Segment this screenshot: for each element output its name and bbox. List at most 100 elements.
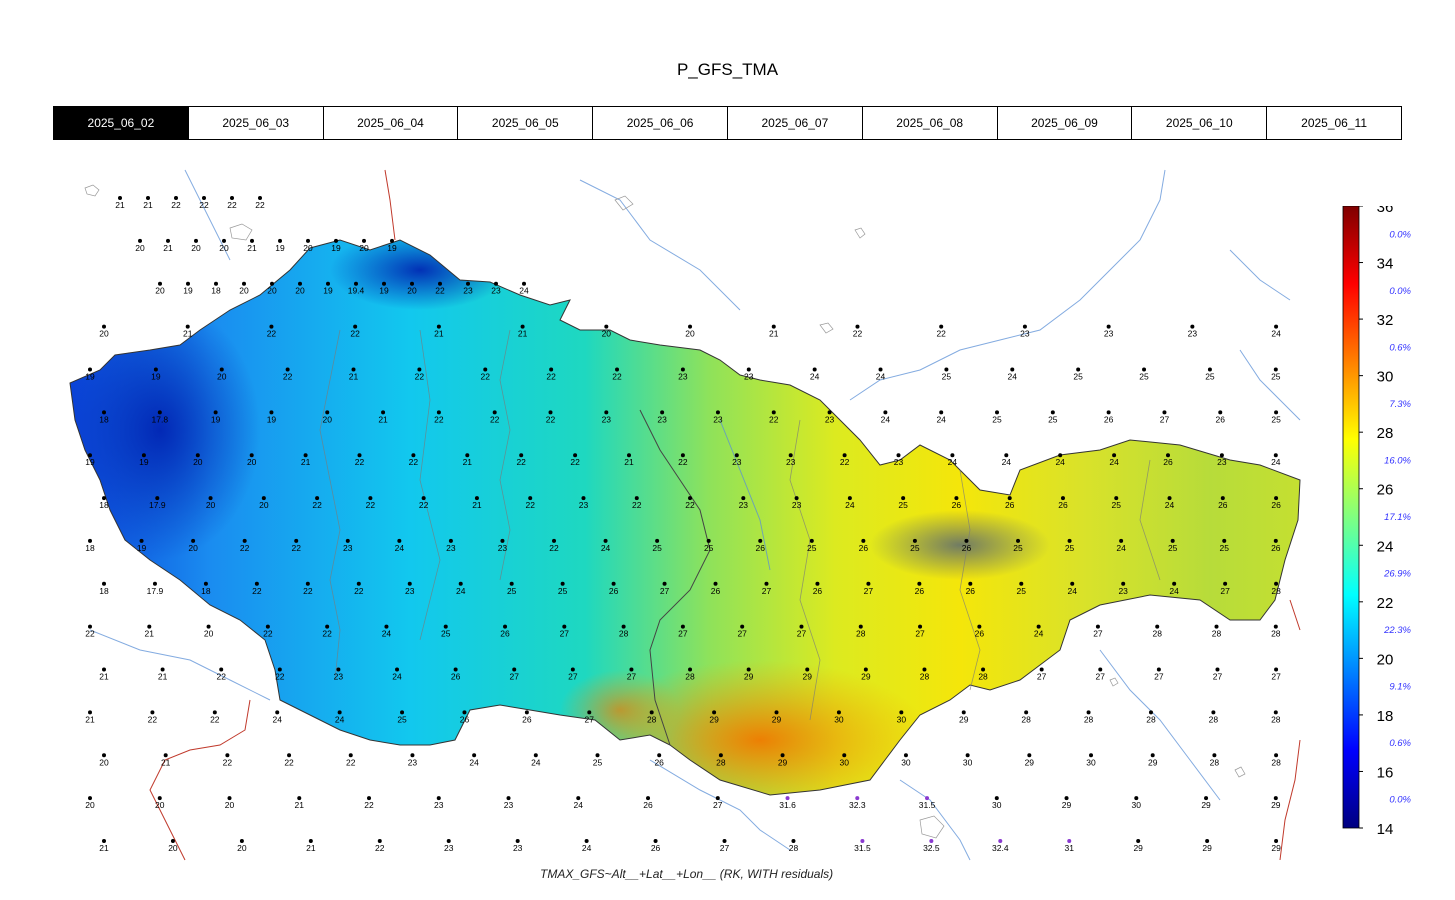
station-marker: 29 [1201,796,1211,810]
station-marker: 22 [283,367,293,381]
station-value: 22 [216,672,226,682]
station-dot [878,367,883,372]
station-dot [348,753,353,758]
station-value: 27 [560,629,570,639]
station-marker: 26 [500,624,510,639]
station-value: 18 [99,500,109,510]
date-tab-2025_06_04[interactable]: 2025_06_04 [323,107,459,139]
station-value: 25 [910,543,920,553]
station-dot [1095,624,1100,629]
legend-percentage: 22.3% [1383,625,1411,636]
station-marker: 29 [772,710,782,724]
station-value: 19 [85,457,95,467]
station-marker: 24 [845,496,855,510]
station-dot [500,538,505,543]
station-marker: 30 [1086,753,1096,767]
station-value: 23 [825,414,835,424]
station-marker: 27 [797,624,806,639]
station-value: 19 [137,543,147,553]
date-tab-2025_06_02[interactable]: 2025_06_02 [54,107,189,139]
station-value: 23 [1104,329,1114,339]
station-value: 24 [1109,457,1119,467]
station-dot [158,281,162,286]
date-tab-2025_06_07[interactable]: 2025_06_07 [727,107,863,139]
station-marker: 28 [1084,710,1094,724]
station-dot [367,796,372,801]
date-tab-2025_06_11[interactable]: 2025_06_11 [1267,107,1401,139]
station-marker: 27 [509,667,519,682]
station-marker: 21 [463,453,472,467]
station-value: 30 [992,800,1002,810]
station-dot [152,581,157,586]
station-value: 19 [275,243,285,253]
station-marker: 20 [407,281,417,296]
station-dot [519,453,524,458]
date-tab-2025_06_05[interactable]: 2025_06_05 [458,107,594,139]
station-marker: 25 [1205,367,1215,381]
date-tab-2025_06_09[interactable]: 2025_06_09 [997,107,1133,139]
date-tab-2025_06_10[interactable]: 2025_06_10 [1132,107,1268,139]
station-dot [1086,710,1091,715]
station-dot [998,839,1003,843]
station-dot [734,453,739,458]
station-dot [462,710,467,715]
station-marker: 24 [1109,453,1119,467]
station-value: 24 [519,286,529,296]
station-value: 27 [864,586,874,596]
station-dot [261,496,266,501]
station-marker: 19 [139,453,149,467]
station-dot [861,538,866,543]
station-dot [166,238,170,243]
station-value: 22 [148,714,158,724]
station-value: 19 [331,243,341,253]
station-marker: 20 [247,453,257,467]
station-value: 22 [936,329,946,339]
date-tab-2025_06_08[interactable]: 2025_06_08 [862,107,998,139]
station-marker: 22 [346,753,356,767]
station-marker: 22 [434,410,444,424]
station-dot [688,667,693,672]
date-tab-2025_06_03[interactable]: 2025_06_03 [188,107,324,139]
station-marker: 19 [331,238,341,253]
date-tab-2025_06_06[interactable]: 2025_06_06 [593,107,728,139]
station-dot [384,624,389,629]
station-marker: 30 [834,710,844,724]
station-value: 32.5 [923,843,940,853]
legend-percentage: 0.0% [1389,795,1411,806]
station-marker: 21 [518,324,528,339]
station-marker: 24 [601,538,611,553]
station-marker: 21 [349,367,359,381]
station-dot [225,753,230,758]
station-dot [627,453,631,458]
station-value: 21 [158,672,168,682]
station-marker: 22 [364,796,374,810]
station-dot [1036,624,1041,629]
station-dot [780,753,785,758]
station-dot [1273,367,1278,372]
station-marker: 19 [137,538,147,553]
station-dot [964,538,969,543]
station-value: 25 [1073,371,1083,381]
station-value: 30 [1086,757,1096,767]
station-marker: 22 [409,453,418,467]
station-marker: 20 [155,796,165,810]
station-marker: 22 [291,538,301,553]
station-dot [925,796,930,801]
station-marker: 17.8 [152,410,168,424]
station-value: 24 [395,543,405,553]
station-value: 24 [1271,457,1281,467]
station-value: 20 [323,414,333,424]
station-dot [680,453,685,458]
station-dot [174,196,178,200]
station-value: 20 [85,800,95,810]
legend-percentage: 16.0% [1384,455,1411,466]
station-marker: 28 [1146,710,1156,724]
station-value: 19 [387,243,397,253]
station-value: 23 [498,543,508,553]
station-value: 26 [522,714,532,724]
station-dot [655,538,660,543]
station-marker: 25 [1013,538,1023,553]
station-value: 20 [99,329,109,339]
station-dot [842,453,847,458]
station-value: 21 [161,757,171,767]
